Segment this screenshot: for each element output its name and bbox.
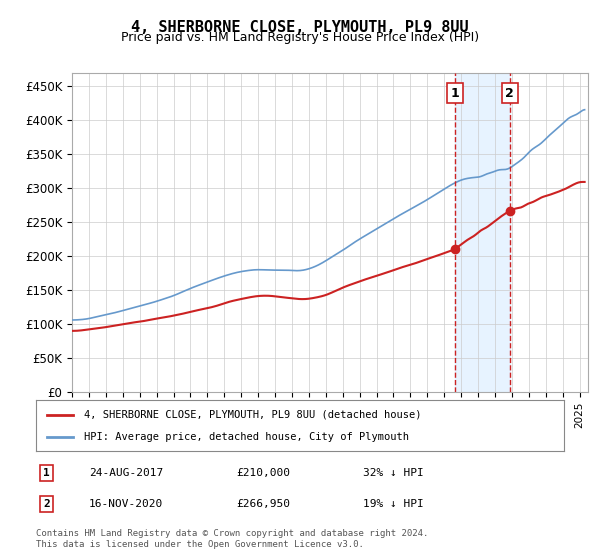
Text: 19% ↓ HPI: 19% ↓ HPI	[364, 499, 424, 509]
Text: 1: 1	[451, 87, 460, 100]
Bar	[455, 73, 510, 392]
Text: £210,000: £210,000	[236, 468, 290, 478]
Text: HPI: Average price, detached house, City of Plymouth: HPI: Average price, detached house, City…	[83, 432, 409, 442]
Text: 2: 2	[505, 87, 514, 100]
Text: Price paid vs. HM Land Registry's House Price Index (HPI): Price paid vs. HM Land Registry's House …	[121, 31, 479, 44]
Text: £266,950: £266,950	[236, 499, 290, 509]
Text: Contains HM Land Registry data © Crown copyright and database right 2024.
This d: Contains HM Land Registry data © Crown c…	[36, 529, 428, 549]
Text: 1: 1	[43, 468, 50, 478]
Text: 4, SHERBORNE CLOSE, PLYMOUTH, PL9 8UU: 4, SHERBORNE CLOSE, PLYMOUTH, PL9 8UU	[131, 20, 469, 35]
Text: 24-AUG-2017: 24-AUG-2017	[89, 468, 163, 478]
Text: 4, SHERBORNE CLOSE, PLYMOUTH, PL9 8UU (detached house): 4, SHERBORNE CLOSE, PLYMOUTH, PL9 8UU (d…	[83, 409, 421, 419]
Text: 16-NOV-2020: 16-NOV-2020	[89, 499, 163, 509]
Text: 32% ↓ HPI: 32% ↓ HPI	[364, 468, 424, 478]
Text: 2: 2	[43, 499, 50, 509]
